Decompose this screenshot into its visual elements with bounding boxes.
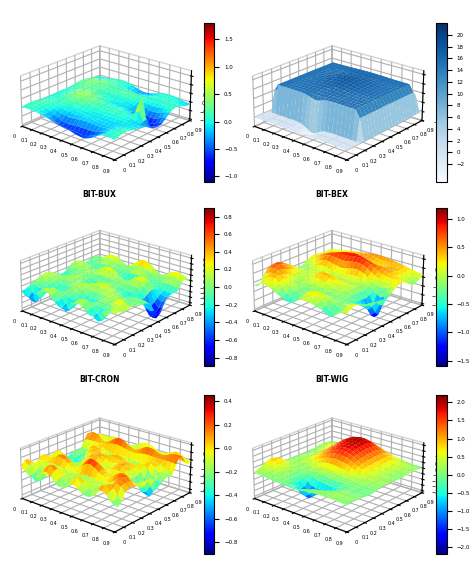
- Text: BIT-BEX: BIT-BEX: [315, 190, 348, 200]
- Text: BIT-BUX: BIT-BUX: [82, 190, 117, 200]
- Text: BIT-CRON: BIT-CRON: [79, 375, 120, 384]
- Text: BIT-WIG: BIT-WIG: [315, 375, 348, 384]
